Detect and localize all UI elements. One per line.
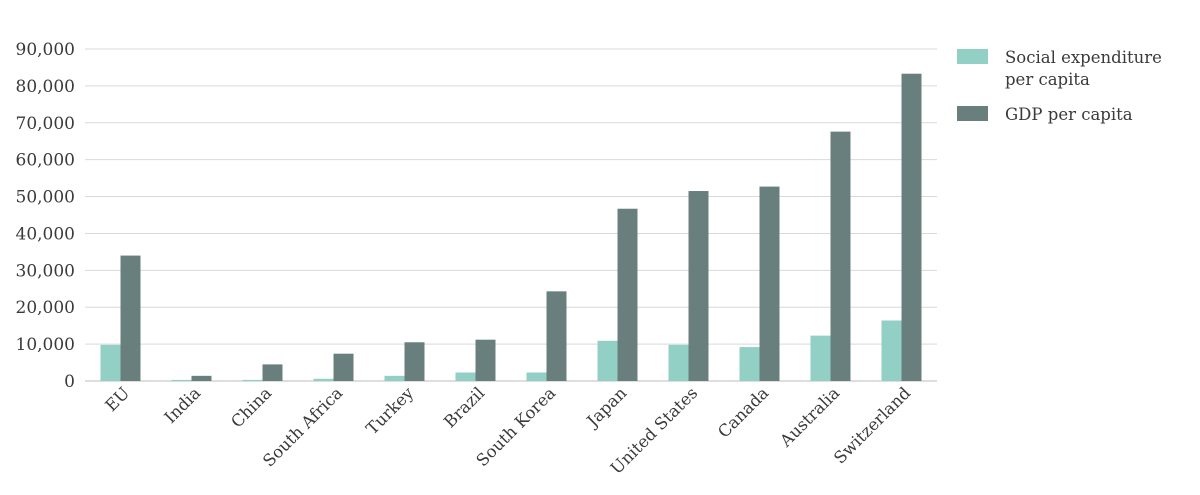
y-tick-label: 0	[64, 372, 75, 392]
bar-gdp	[191, 375, 212, 381]
y-tick-label: 30,000	[16, 261, 75, 281]
x-tick-label: China	[227, 383, 275, 431]
y-tick-label: 40,000	[16, 224, 75, 244]
bar-gdp	[262, 364, 283, 381]
y-tick-label: 90,000	[16, 40, 75, 60]
bar-gdp	[830, 131, 851, 381]
bar-gdp	[901, 73, 922, 382]
bar-gdp	[404, 342, 425, 381]
bar-social-expenditure	[242, 379, 263, 381]
bar-gdp	[546, 291, 567, 381]
x-tick-label: India	[161, 383, 205, 427]
x-tick-label: Brazil	[440, 383, 488, 431]
bar-gdp	[688, 191, 709, 381]
bars	[100, 73, 922, 382]
bar-gdp	[759, 186, 780, 381]
bar-social-expenditure	[171, 379, 192, 381]
bar-social-expenditure	[526, 372, 547, 381]
bar-social-expenditure	[881, 320, 902, 381]
legend-item-gdp: GDP per capita	[957, 104, 1187, 126]
x-tick-label: Turkey	[362, 383, 417, 438]
legend-label-line1: Social expenditure	[1005, 48, 1162, 67]
bar-social-expenditure	[455, 372, 476, 381]
y-tick-label: 70,000	[16, 114, 75, 134]
y-tick-label: 50,000	[16, 188, 75, 208]
legend-label: GDP per capita	[1005, 105, 1133, 124]
legend: Social expenditure per capita GDP per ca…	[957, 47, 1187, 139]
bar-social-expenditure	[668, 344, 689, 381]
legend-item-social-expenditure: Social expenditure per capita	[957, 47, 1187, 91]
y-tick-label: 20,000	[16, 298, 75, 318]
y-tick-label: 10,000	[16, 335, 75, 355]
legend-swatch-gdp	[957, 106, 988, 121]
x-tick-label: Canada	[714, 383, 772, 441]
legend-label-line2: per capita	[1005, 70, 1090, 89]
x-tick-label: Switzerland	[830, 383, 914, 467]
legend-swatch-social-expenditure	[957, 49, 988, 64]
bar-gdp	[617, 208, 638, 381]
bar-social-expenditure	[384, 375, 405, 381]
x-tick-label: Japan	[582, 383, 631, 432]
bar-gdp	[475, 339, 496, 381]
x-tick-label: EU	[102, 383, 134, 415]
bar-social-expenditure	[100, 344, 121, 381]
y-axis: 0 10,000 20,000 30,000 40,000 50,000 60,000 70,…	[16, 40, 75, 392]
y-tick-label: 80,000	[16, 77, 75, 97]
bar-social-expenditure	[810, 335, 831, 381]
bar-social-expenditure	[597, 340, 618, 381]
bar-social-expenditure	[313, 378, 334, 381]
y-tick-label: 60,000	[16, 151, 75, 171]
bar-gdp	[333, 353, 354, 381]
grid-lines	[85, 48, 937, 382]
bar-social-expenditure	[739, 347, 760, 381]
x-tick-label: Australia	[776, 383, 844, 451]
bar-gdp	[120, 255, 141, 381]
